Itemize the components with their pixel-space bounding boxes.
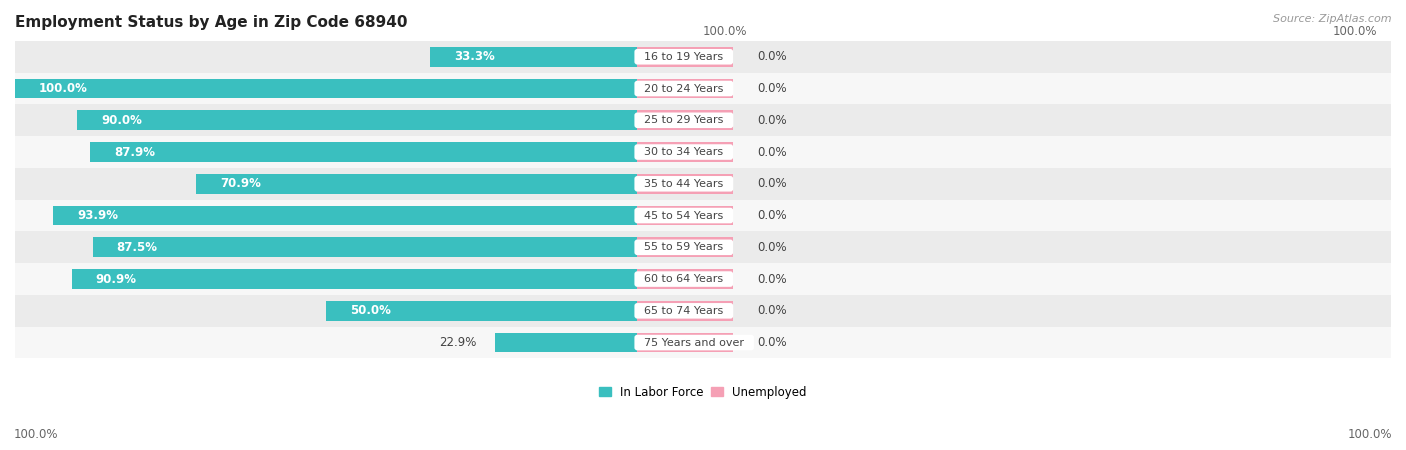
Bar — [15, 104, 1391, 136]
Bar — [637, 47, 733, 67]
Text: 100.0%: 100.0% — [14, 428, 59, 441]
Text: 0.0%: 0.0% — [756, 82, 786, 95]
Bar — [637, 269, 733, 289]
Bar — [15, 79, 637, 99]
Bar — [53, 206, 637, 225]
Bar — [15, 327, 1391, 359]
Bar — [637, 174, 733, 194]
Bar — [15, 168, 1391, 200]
Text: 100.0%: 100.0% — [703, 25, 748, 38]
Bar — [326, 301, 637, 321]
Text: 87.9%: 87.9% — [114, 145, 155, 158]
Text: 93.9%: 93.9% — [77, 209, 118, 222]
Text: 45 to 54 Years: 45 to 54 Years — [637, 211, 731, 220]
Text: 0.0%: 0.0% — [756, 114, 786, 127]
Text: 20 to 24 Years: 20 to 24 Years — [637, 84, 731, 94]
Text: 100.0%: 100.0% — [1333, 25, 1378, 38]
Bar — [72, 269, 637, 289]
Bar — [637, 110, 733, 130]
Bar — [15, 72, 1391, 104]
Text: Employment Status by Age in Zip Code 68940: Employment Status by Age in Zip Code 689… — [15, 15, 408, 30]
Bar — [15, 41, 1391, 72]
Text: 70.9%: 70.9% — [219, 177, 262, 190]
Text: 16 to 19 Years: 16 to 19 Years — [637, 52, 730, 62]
Text: 0.0%: 0.0% — [756, 209, 786, 222]
Text: 75 Years and over: 75 Years and over — [637, 338, 751, 347]
Bar — [15, 295, 1391, 327]
Text: 35 to 44 Years: 35 to 44 Years — [637, 179, 731, 189]
Bar — [15, 136, 1391, 168]
Text: 30 to 34 Years: 30 to 34 Years — [637, 147, 730, 157]
Bar — [15, 231, 1391, 263]
Text: 90.9%: 90.9% — [96, 273, 136, 286]
Bar — [495, 333, 637, 352]
Text: 0.0%: 0.0% — [756, 177, 786, 190]
Text: 25 to 29 Years: 25 to 29 Years — [637, 115, 731, 125]
Text: 87.5%: 87.5% — [117, 241, 157, 254]
Text: 0.0%: 0.0% — [756, 145, 786, 158]
Text: 0.0%: 0.0% — [756, 336, 786, 349]
Text: 22.9%: 22.9% — [440, 336, 477, 349]
Bar — [15, 200, 1391, 231]
Bar — [90, 142, 637, 162]
Text: 90.0%: 90.0% — [101, 114, 142, 127]
Bar — [637, 142, 733, 162]
Text: 33.3%: 33.3% — [454, 50, 495, 63]
Bar — [637, 301, 733, 321]
Text: 0.0%: 0.0% — [756, 304, 786, 317]
Text: 50.0%: 50.0% — [350, 304, 391, 317]
Text: 65 to 74 Years: 65 to 74 Years — [637, 306, 731, 316]
Text: Source: ZipAtlas.com: Source: ZipAtlas.com — [1274, 14, 1392, 23]
Bar — [430, 47, 637, 67]
Bar — [15, 263, 1391, 295]
Text: 0.0%: 0.0% — [756, 50, 786, 63]
Text: 60 to 64 Years: 60 to 64 Years — [637, 274, 730, 284]
Bar — [195, 174, 637, 194]
Text: 100.0%: 100.0% — [1347, 428, 1392, 441]
Text: 55 to 59 Years: 55 to 59 Years — [637, 242, 730, 252]
Bar — [637, 79, 733, 99]
Bar — [93, 238, 637, 257]
Bar — [77, 110, 637, 130]
Bar — [637, 238, 733, 257]
Text: 100.0%: 100.0% — [39, 82, 87, 95]
Legend: In Labor Force, Unemployed: In Labor Force, Unemployed — [595, 381, 811, 403]
Text: 0.0%: 0.0% — [756, 273, 786, 286]
Text: 0.0%: 0.0% — [756, 241, 786, 254]
Bar — [637, 206, 733, 225]
Bar — [637, 333, 733, 352]
